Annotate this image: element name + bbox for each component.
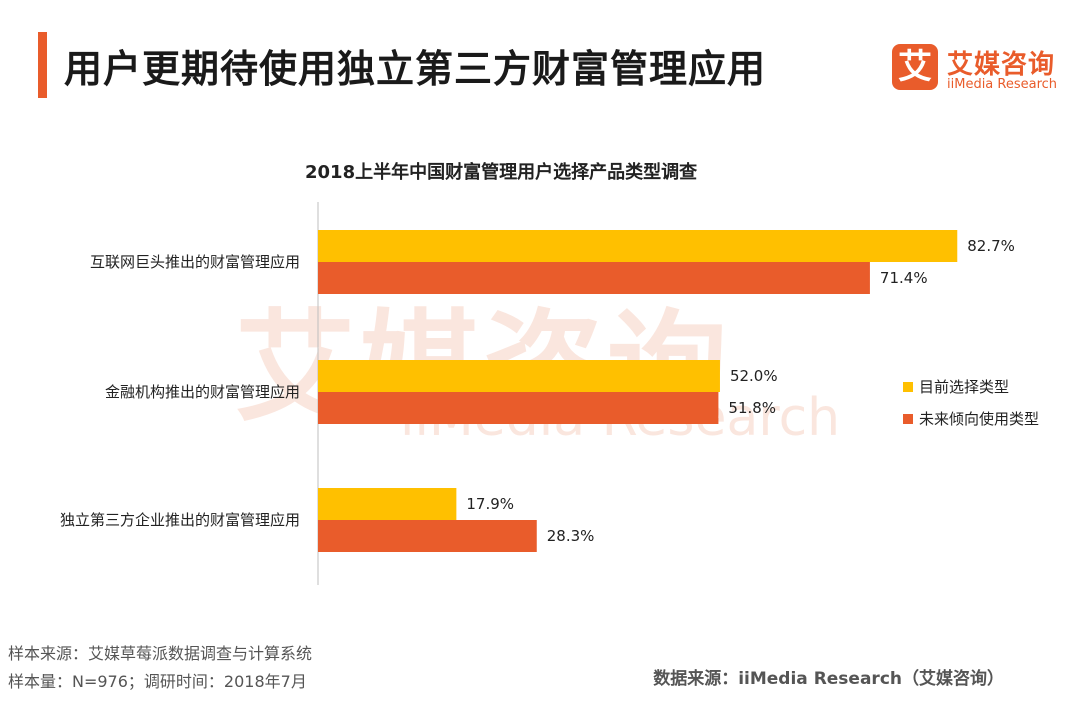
data-source: 数据来源：iiMedia Research（艾媒咨询）	[653, 669, 1004, 689]
category-label: 独立第三方企业推出的财富管理应用	[60, 511, 300, 529]
logo-chinese-name: 艾媒咨询	[947, 50, 1056, 80]
bar-value-label: 51.8%	[728, 399, 776, 417]
legend-label-current: 目前选择类型	[919, 378, 1010, 396]
bar-value-label: 52.0%	[730, 367, 778, 385]
sample-size: 样本量：N=976；调研时间：2018年7月	[8, 672, 307, 691]
page-title: 用户更期待使用独立第三方财富管理应用	[64, 47, 767, 91]
bar-value-label: 17.9%	[466, 495, 514, 513]
bar-current	[318, 488, 457, 520]
bar-future	[318, 262, 870, 294]
legend-label-future: 未来倾向使用类型	[919, 410, 1040, 428]
chart-title: 2018上半年中国财富管理用户选择产品类型调查	[305, 162, 698, 183]
bar-value-label: 28.3%	[547, 527, 595, 545]
bar-value-label: 71.4%	[880, 269, 928, 287]
sample-source: 样本来源：艾媒草莓派数据调查与计算系统	[8, 644, 313, 663]
legend-item-current: 目前选择类型	[903, 376, 1039, 397]
chart-legend: 目前选择类型 未来倾向使用类型	[903, 376, 1039, 440]
bar-future	[318, 520, 537, 552]
bar-future	[318, 392, 719, 424]
bar-current	[318, 230, 958, 262]
category-label: 互联网巨头推出的财富管理应用	[90, 253, 300, 271]
bar-current	[318, 360, 720, 392]
title-accent-bar	[38, 32, 47, 98]
logo-english-name: iiMedia Research	[947, 77, 1058, 92]
footer-sample-info: 样本来源：艾媒草莓派数据调查与计算系统 样本量：N=976；调研时间：2018年…	[8, 640, 312, 696]
category-label: 金融机构推出的财富管理应用	[105, 383, 300, 401]
legend-swatch-future	[903, 413, 913, 424]
bar-value-label: 82.7%	[967, 237, 1015, 255]
logo-mark-icon: 艾	[892, 44, 938, 90]
legend-swatch-current	[903, 381, 913, 392]
legend-item-future: 未来倾向使用类型	[903, 408, 1039, 429]
brand-logo: 艾 艾媒咨询 iiMedia Research	[892, 44, 1067, 100]
